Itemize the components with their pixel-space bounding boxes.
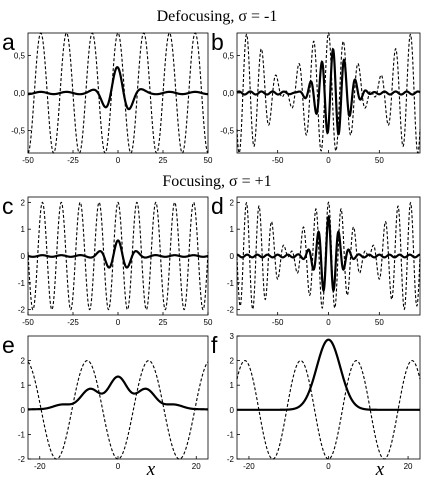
y-tick-label: 0 — [21, 252, 26, 261]
x-tick-label: 20 — [404, 462, 413, 471]
y-tick-label: -1 — [18, 430, 26, 439]
panel-c: -50 -25 0 25 50 2 1 0 -1 -2 c — [2, 193, 213, 327]
y-tick-label: -2 — [227, 306, 235, 315]
dashed-wave-line — [236, 32, 421, 154]
y-tick-label: 1 — [21, 381, 26, 390]
dashed-wave-line — [27, 201, 209, 311]
y-tick-label: -2 — [227, 455, 235, 464]
x-tick-label: -20 — [243, 462, 255, 471]
y-tick-label: -0,5 — [11, 127, 25, 136]
x-tick-label: 0 — [326, 462, 331, 471]
panel-d: -50 0 50 2 1 0 -1 -2 d — [211, 193, 421, 327]
panel-letter: c — [2, 193, 14, 219]
x-tick-label: 0 — [116, 462, 121, 471]
solid-wave-line — [27, 239, 209, 269]
y-tick-label: 1 — [230, 225, 235, 234]
panel-letter: b — [211, 29, 224, 55]
x-tick-label: -50 — [22, 318, 34, 327]
dashed-wave-line — [236, 201, 421, 311]
x-tick-label: 50 — [204, 156, 213, 165]
x-tick-label: 25 — [159, 318, 168, 327]
panel-letter: a — [2, 29, 15, 55]
x-tick-label: -20 — [34, 462, 46, 471]
y-tick-label: 0,0 — [14, 89, 26, 98]
x-tick-label: 0 — [326, 156, 331, 165]
y-tick-label: 2 — [230, 357, 235, 366]
x-tick-label: 25 — [159, 156, 168, 165]
solid-wave-line — [236, 214, 421, 293]
y-tick-label: -1 — [227, 430, 235, 439]
dashed-wave-line — [27, 360, 209, 460]
y-tick-label: 2 — [21, 357, 26, 366]
solid-wave-line — [236, 47, 421, 136]
panel-e: -20 0 20 2 1 0 -1 -2 e — [2, 332, 209, 471]
solid-wave-line — [28, 66, 208, 111]
panel-f: -20 0 20 3 2 1 0 -1 -2 f — [211, 332, 421, 471]
panel-letter: f — [211, 332, 218, 358]
x-tick-label: -50 — [22, 156, 34, 165]
y-tick-label: 2 — [21, 198, 26, 207]
x-tick-label: 20 — [192, 462, 201, 471]
y-tick-label: -1 — [18, 279, 26, 288]
y-tick-label: 0 — [230, 252, 235, 261]
solid-wave-line — [237, 338, 420, 411]
x-tick-label: -25 — [67, 318, 79, 327]
panel-letter: e — [2, 332, 15, 358]
x-tick-label: -50 — [272, 318, 284, 327]
x-tick-label: 50 — [375, 318, 384, 327]
x-axis-variable-e: x — [146, 459, 156, 480]
y-tick-label: -1 — [227, 279, 235, 288]
y-tick-label: 0,5 — [14, 52, 26, 61]
y-tick-label: 0,5 — [223, 52, 235, 61]
y-tick-label: -2 — [18, 455, 26, 464]
y-tick-label: 0 — [230, 406, 235, 415]
solid-wave-line — [27, 375, 209, 411]
dashed-wave-line — [236, 360, 421, 460]
x-tick-label: 0 — [326, 318, 331, 327]
x-tick-label: 0 — [116, 156, 121, 165]
y-tick-label: 1 — [230, 381, 235, 390]
x-tick-label: 50 — [204, 318, 213, 327]
y-tick-label: 2 — [230, 198, 235, 207]
y-tick-label: -0,5 — [220, 127, 234, 136]
x-axis-variable-f: x — [375, 459, 385, 480]
heading-focusing: Focusing, σ = +1 — [162, 173, 271, 190]
x-tick-label: -25 — [67, 156, 79, 165]
panel-letter: d — [211, 193, 224, 219]
y-tick-label: 3 — [230, 332, 235, 341]
x-tick-label: 50 — [375, 156, 384, 165]
y-tick-label: 1 — [21, 225, 26, 234]
x-tick-label: -50 — [272, 156, 284, 165]
y-tick-label: 0,0 — [223, 89, 235, 98]
x-tick-label: 0 — [116, 318, 121, 327]
y-tick-label: -2 — [18, 306, 26, 315]
y-tick-label: 0 — [21, 406, 26, 415]
heading-defocusing: Defocusing, σ = -1 — [157, 8, 278, 25]
plot-frame — [27, 335, 209, 460]
panel-a: -50 -25 0 25 50 0,5 0,0 -0,5 a — [2, 29, 213, 165]
panel-b: -50 0 50 0,5 0,0 -0,5 b — [211, 29, 421, 165]
